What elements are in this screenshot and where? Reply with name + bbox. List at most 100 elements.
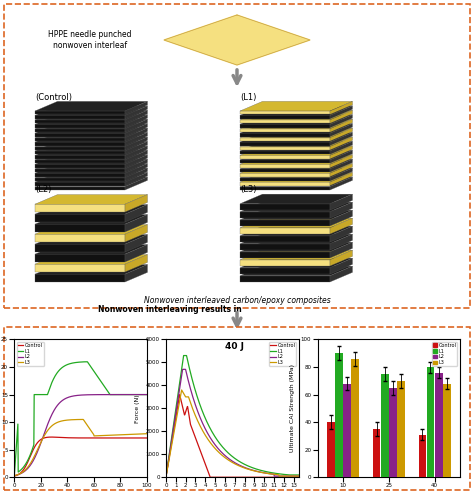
Polygon shape — [35, 129, 125, 132]
Polygon shape — [240, 266, 353, 276]
Polygon shape — [35, 173, 125, 177]
Polygon shape — [330, 137, 353, 150]
Polygon shape — [330, 123, 353, 137]
Polygon shape — [240, 116, 330, 119]
Polygon shape — [35, 163, 147, 173]
Polygon shape — [35, 274, 125, 282]
Text: (Control): (Control) — [35, 93, 72, 102]
Polygon shape — [35, 151, 125, 154]
Polygon shape — [35, 154, 147, 164]
Text: HPPE needle punched
nonwoven interleaf: HPPE needle punched nonwoven interleaf — [48, 31, 132, 50]
Polygon shape — [240, 234, 353, 244]
Polygon shape — [240, 228, 330, 234]
Polygon shape — [35, 194, 147, 204]
Polygon shape — [240, 268, 330, 274]
Polygon shape — [240, 276, 330, 282]
Polygon shape — [35, 204, 125, 212]
Polygon shape — [35, 224, 125, 232]
Polygon shape — [35, 146, 147, 155]
Polygon shape — [125, 146, 147, 159]
Polygon shape — [125, 101, 147, 115]
Polygon shape — [240, 194, 353, 204]
Polygon shape — [35, 147, 125, 150]
Polygon shape — [330, 154, 353, 168]
Polygon shape — [125, 123, 147, 137]
Polygon shape — [330, 146, 353, 159]
Polygon shape — [35, 101, 147, 111]
Polygon shape — [240, 202, 353, 212]
Polygon shape — [240, 258, 353, 268]
Polygon shape — [330, 159, 353, 172]
Polygon shape — [125, 173, 147, 185]
Polygon shape — [164, 15, 310, 65]
Polygon shape — [240, 128, 353, 138]
Polygon shape — [35, 182, 125, 185]
Polygon shape — [35, 235, 147, 244]
Polygon shape — [330, 266, 353, 282]
Polygon shape — [125, 215, 147, 232]
Polygon shape — [35, 137, 147, 147]
Polygon shape — [35, 119, 147, 129]
Polygon shape — [240, 154, 353, 164]
Polygon shape — [330, 128, 353, 141]
Polygon shape — [125, 163, 147, 177]
Polygon shape — [125, 115, 147, 128]
Polygon shape — [240, 177, 353, 186]
Polygon shape — [35, 110, 147, 120]
Polygon shape — [35, 123, 147, 133]
Polygon shape — [330, 210, 353, 226]
Polygon shape — [240, 218, 353, 228]
Polygon shape — [125, 141, 147, 154]
Bar — [435, 372, 443, 477]
Polygon shape — [35, 264, 125, 272]
Polygon shape — [240, 210, 353, 220]
Text: (L2): (L2) — [35, 185, 51, 194]
Polygon shape — [330, 234, 353, 250]
Polygon shape — [330, 132, 353, 146]
Polygon shape — [35, 133, 125, 137]
Polygon shape — [125, 137, 147, 150]
Polygon shape — [240, 147, 330, 150]
Polygon shape — [125, 106, 147, 119]
Polygon shape — [35, 141, 147, 151]
Polygon shape — [330, 202, 353, 218]
Polygon shape — [35, 244, 125, 252]
Polygon shape — [35, 138, 125, 141]
Polygon shape — [240, 137, 353, 147]
Polygon shape — [35, 120, 125, 123]
Polygon shape — [35, 205, 147, 214]
Polygon shape — [240, 168, 353, 178]
Polygon shape — [330, 242, 353, 258]
Text: 40 J: 40 J — [226, 342, 245, 351]
Text: (L3): (L3) — [240, 185, 256, 194]
Polygon shape — [35, 160, 125, 163]
Polygon shape — [125, 235, 147, 252]
Polygon shape — [35, 115, 147, 124]
Polygon shape — [240, 141, 353, 151]
Polygon shape — [35, 186, 125, 190]
Polygon shape — [35, 159, 147, 169]
Polygon shape — [330, 173, 353, 185]
Polygon shape — [240, 106, 353, 116]
Polygon shape — [125, 159, 147, 172]
Polygon shape — [35, 214, 125, 222]
Polygon shape — [240, 129, 330, 132]
Polygon shape — [35, 234, 125, 242]
Polygon shape — [35, 128, 147, 138]
Polygon shape — [240, 236, 330, 242]
Polygon shape — [330, 101, 353, 115]
Polygon shape — [240, 250, 353, 260]
Y-axis label: Force (N): Force (N) — [135, 394, 140, 423]
Polygon shape — [240, 164, 330, 168]
Text: (L1): (L1) — [240, 93, 256, 102]
Polygon shape — [240, 101, 353, 111]
Polygon shape — [330, 141, 353, 154]
Polygon shape — [240, 182, 330, 185]
Polygon shape — [330, 218, 353, 234]
Polygon shape — [35, 150, 147, 160]
Polygon shape — [35, 116, 125, 119]
Bar — [373, 429, 381, 477]
Y-axis label: Ultimate CAI Strength (MPa): Ultimate CAI Strength (MPa) — [290, 365, 295, 452]
Polygon shape — [125, 254, 147, 272]
Polygon shape — [240, 173, 353, 182]
